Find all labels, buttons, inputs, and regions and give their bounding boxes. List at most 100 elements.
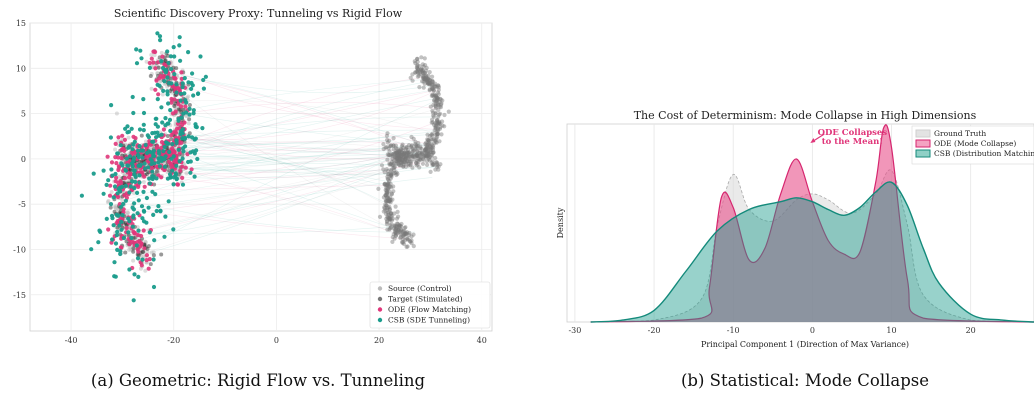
point-target-stimulated — [417, 157, 422, 162]
point-target-stimulated — [433, 125, 438, 130]
point-csb-sde-tunneling — [183, 98, 188, 103]
point-target-stimulated — [397, 158, 402, 163]
point-target-stimulated — [384, 199, 390, 204]
point-target-stimulated — [399, 221, 404, 227]
point-csb-sde-tunneling — [130, 205, 135, 210]
point-target-stimulated — [388, 197, 393, 202]
point-target-stimulated — [386, 171, 391, 177]
point-target-stimulated — [438, 96, 443, 101]
point-target-stimulated — [421, 85, 426, 90]
point-target-stimulated — [431, 88, 436, 93]
point-target-stimulated — [435, 120, 440, 125]
point-target-stimulated — [415, 56, 420, 62]
point-ode-flow-matching — [175, 182, 180, 187]
point-target-stimulated — [433, 93, 438, 98]
point-target-stimulated — [435, 90, 441, 95]
point-csb-sde-tunneling — [188, 170, 193, 175]
point-ode-flow-matching — [153, 87, 158, 92]
point-target-stimulated — [396, 158, 401, 163]
point-target-stimulated — [413, 146, 418, 151]
point-target-stimulated — [187, 117, 192, 122]
point-ode-flow-matching — [116, 155, 121, 160]
annotation-arrow-shaft — [813, 133, 825, 142]
point-target-stimulated — [430, 159, 435, 164]
point-target-stimulated — [390, 152, 395, 157]
point-csb-sde-tunneling — [111, 223, 116, 228]
point-target-stimulated — [397, 151, 403, 156]
point-target-stimulated — [385, 220, 390, 225]
point-csb-sde-tunneling — [130, 224, 135, 229]
point-target-stimulated — [422, 75, 427, 80]
point-csb-sde-tunneling — [152, 130, 157, 135]
point-target-stimulated — [396, 151, 401, 156]
point-target-stimulated — [406, 152, 411, 157]
point-target-stimulated — [388, 223, 393, 228]
point-csb-sde-tunneling — [167, 149, 172, 155]
point-target-stimulated — [399, 150, 404, 155]
point-target-stimulated — [388, 173, 394, 178]
point-target-stimulated — [387, 204, 392, 209]
flow-trajectory — [173, 131, 393, 209]
point-ode-flow-matching — [162, 73, 167, 78]
point-target-stimulated — [408, 163, 413, 168]
point-target-stimulated — [414, 161, 419, 166]
point-csb-sde-tunneling — [158, 208, 163, 213]
point-target-stimulated — [424, 76, 429, 81]
point-target-stimulated — [427, 143, 433, 148]
point-target-stimulated — [400, 229, 405, 235]
point-target-stimulated — [428, 148, 433, 153]
point-target-stimulated — [437, 119, 442, 124]
point-target-stimulated — [394, 227, 399, 232]
point-target-stimulated — [165, 134, 170, 138]
point-target-stimulated — [425, 78, 430, 83]
point-csb-sde-tunneling — [143, 142, 148, 148]
point-target-stimulated — [146, 244, 151, 249]
point-ode-flow-matching — [109, 240, 114, 245]
point-target-stimulated — [426, 137, 431, 143]
point-target-stimulated — [404, 151, 409, 156]
point-target-stimulated — [416, 73, 421, 78]
point-csb-sde-tunneling — [174, 163, 179, 168]
point-target-stimulated — [431, 136, 436, 142]
point-ode-flow-matching — [155, 144, 160, 149]
point-target-stimulated — [388, 200, 393, 205]
point-ode-flow-matching — [168, 161, 173, 166]
point-ode-flow-matching — [127, 242, 132, 247]
point-source-control — [126, 135, 131, 140]
point-target-stimulated — [406, 150, 411, 155]
panel-a-legend-box — [369, 281, 491, 329]
point-csb-sde-tunneling — [155, 82, 160, 87]
point-target-stimulated — [388, 181, 393, 186]
point-csb-sde-tunneling — [188, 159, 193, 164]
point-csb-sde-tunneling — [149, 158, 154, 163]
point-ode-flow-matching — [156, 173, 161, 178]
point-target-stimulated — [434, 98, 439, 103]
panel-a-scatter: Scientific Discovery Proxy: Tunneling vs… — [13, 7, 493, 390]
point-csb-sde-tunneling — [141, 122, 146, 127]
point-target-stimulated — [409, 143, 414, 148]
point-target-stimulated — [422, 81, 427, 86]
point-target-stimulated — [396, 229, 401, 234]
point-target-stimulated — [178, 107, 183, 112]
point-csb-sde-tunneling — [190, 83, 195, 88]
point-ode-flow-matching — [135, 232, 140, 238]
point-csb-sde-tunneling — [183, 144, 188, 149]
point-ode-flow-matching — [122, 137, 127, 142]
point-target-stimulated — [427, 88, 432, 93]
point-target-stimulated — [436, 107, 441, 113]
panel-a-y-tick-label: 0 — [21, 155, 26, 164]
point-csb-sde-tunneling — [174, 82, 179, 87]
point-csb-sde-tunneling — [172, 72, 177, 77]
point-target-stimulated — [392, 236, 397, 241]
point-target-stimulated — [440, 119, 445, 124]
panel-a-x-tick-label: 0 — [274, 336, 279, 345]
point-target-stimulated — [404, 159, 409, 164]
point-target-stimulated — [436, 121, 442, 126]
point-target-stimulated — [401, 159, 407, 164]
point-csb-sde-tunneling — [162, 234, 167, 239]
point-target-stimulated — [412, 157, 417, 162]
point-csb-sde-tunneling — [168, 108, 173, 113]
point-target-stimulated — [387, 153, 392, 158]
point-target-stimulated — [389, 192, 394, 197]
panel-b-ticks: -30 -20 -10 0 10 20 — [568, 326, 975, 335]
